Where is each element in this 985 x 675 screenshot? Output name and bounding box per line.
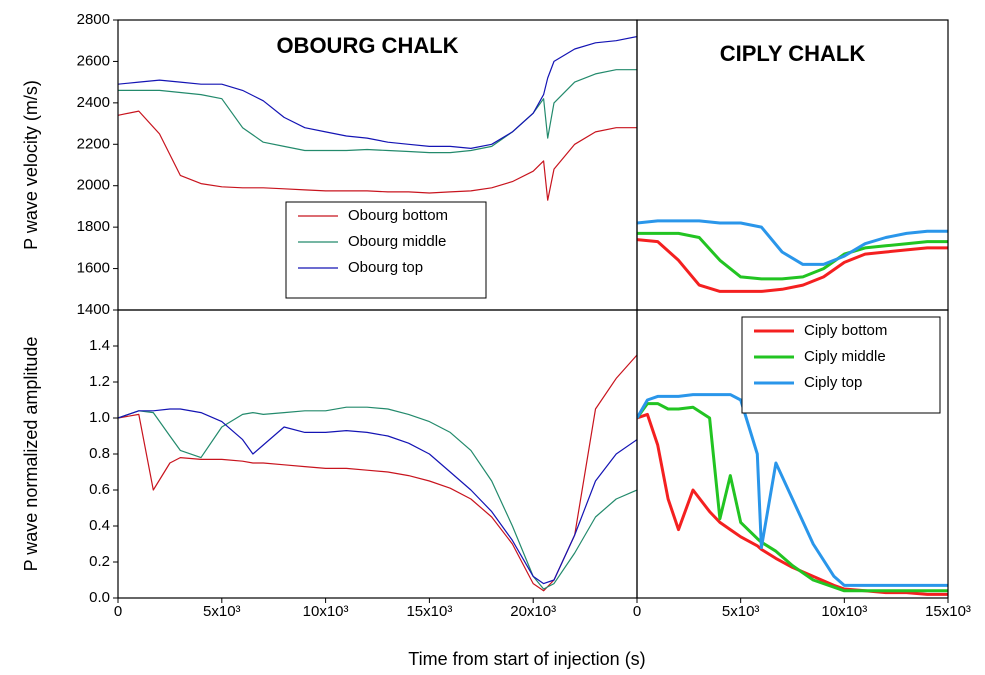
y-tick-label: 1.4 (89, 337, 110, 354)
legend-label: Ciply bottom (804, 322, 887, 339)
y-tick-label: 0.2 (89, 553, 110, 570)
y-tick-label: 1600 (77, 260, 110, 277)
data-line (637, 238, 948, 293)
data-line (637, 231, 948, 281)
x-axis-label: Time from start of injection (s) (408, 649, 645, 669)
chart-title: OBOURG CHALK (276, 33, 458, 58)
x-tick-label: 5x10³ (722, 603, 760, 620)
plot-area (118, 36, 637, 201)
data-line (637, 402, 948, 593)
legend-label: Obourg top (348, 259, 423, 276)
y-tick-label: 2200 (77, 135, 110, 152)
data-line (637, 393, 948, 587)
x-tick-label: 10x10³ (821, 603, 867, 620)
legend-label: Ciply top (804, 374, 862, 391)
x-tick-label: 0 (114, 603, 122, 620)
y-axis-label: P wave velocity (m/s) (21, 80, 41, 250)
x-tick-label: 20x10³ (510, 603, 556, 620)
y-tick-label: 1800 (77, 218, 110, 235)
plot-area (118, 354, 637, 592)
data-line (637, 219, 948, 266)
y-tick-label: 0.0 (89, 589, 110, 606)
data-line (118, 354, 637, 592)
legend-box (285, 201, 487, 299)
y-tick-label: 1.0 (89, 409, 110, 426)
x-tick-label: 0 (633, 603, 641, 620)
data-line (118, 406, 637, 590)
plot-area (637, 393, 948, 596)
y-tick-label: 2600 (77, 52, 110, 69)
y-axis-label: P wave normalized amplitude (21, 337, 41, 572)
y-tick-label: 0.6 (89, 481, 110, 498)
y-tick-label: 0.4 (89, 517, 110, 534)
legend-label: Ciply middle (804, 348, 886, 365)
x-tick-label: 5x10³ (203, 603, 241, 620)
data-line (118, 36, 637, 149)
data-line (118, 69, 637, 154)
y-tick-label: 2400 (77, 94, 110, 111)
legend-label: Obourg bottom (348, 207, 448, 224)
y-tick-label: 0.8 (89, 445, 110, 462)
chart-title: CIPLY CHALK (720, 41, 866, 66)
y-tick-label: 1.2 (89, 373, 110, 390)
legend-label: Obourg middle (348, 233, 446, 250)
data-line (118, 408, 637, 585)
y-tick-label: 2800 (77, 11, 110, 28)
plot-area (637, 219, 948, 293)
plot-frame (636, 309, 949, 599)
x-tick-label: 15x10³ (406, 603, 452, 620)
x-tick-label: 10x10³ (303, 603, 349, 620)
y-tick-label: 2000 (77, 177, 110, 194)
legend-box (741, 316, 941, 414)
x-tick-label: 15x10³ (925, 603, 971, 620)
plot-frame (117, 309, 638, 599)
y-tick-label: 1400 (77, 301, 110, 318)
data-line (118, 110, 637, 201)
